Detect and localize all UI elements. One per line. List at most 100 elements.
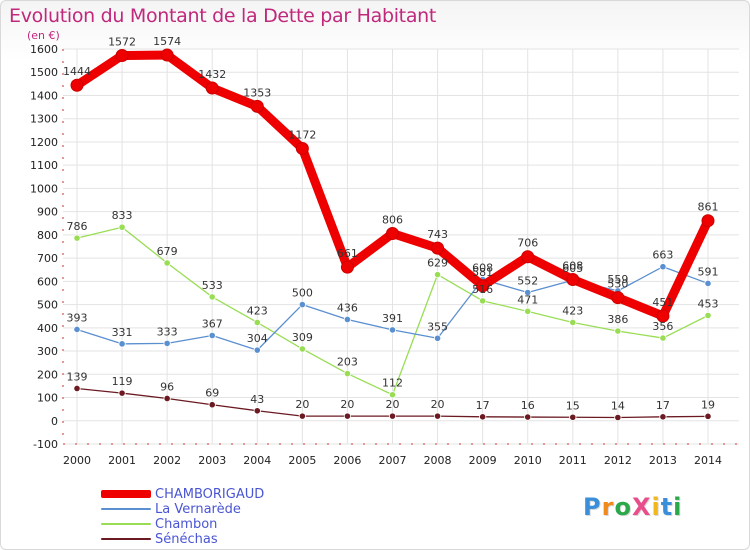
logo-letter: o xyxy=(614,493,632,521)
legend-label-chambon: Chambon xyxy=(155,517,218,532)
legend-item-chambon[interactable]: Chambon xyxy=(101,517,401,532)
data-point xyxy=(569,413,577,421)
y-tick-label: 100 xyxy=(37,392,58,405)
data-point xyxy=(704,311,712,320)
data-label: 436 xyxy=(337,301,358,314)
y-tick-label: 400 xyxy=(37,322,58,335)
logo-letter: r xyxy=(601,493,615,521)
data-label: 355 xyxy=(427,320,448,333)
logo-letter: P xyxy=(583,493,602,521)
data-label: 423 xyxy=(562,304,583,317)
data-point xyxy=(118,389,126,397)
data-point xyxy=(340,260,354,274)
x-tick-label: 2006 xyxy=(333,454,361,467)
x-tick-label: 2004 xyxy=(243,454,271,467)
data-label: 14 xyxy=(611,400,625,413)
y-tick-label: 700 xyxy=(37,252,58,265)
data-point xyxy=(163,394,171,403)
data-point xyxy=(343,369,352,378)
legend-label-chamborigaud: CHAMBORIGAUD xyxy=(155,487,265,502)
data-point xyxy=(521,250,535,264)
data-point xyxy=(208,293,216,301)
data-point xyxy=(70,78,84,92)
data-point xyxy=(343,412,352,420)
logo-letter: i xyxy=(673,493,683,521)
data-label: 706 xyxy=(517,237,538,250)
legend-label-senechas: Sénéchas xyxy=(155,532,218,547)
x-tick-label: 2003 xyxy=(198,454,226,467)
x-tick-label: 2002 xyxy=(153,454,181,467)
legend-item-chamborigaud[interactable]: CHAMBORIGAUD xyxy=(101,487,401,502)
y-tick-label: 1600 xyxy=(30,43,58,56)
y-tick-label: 600 xyxy=(37,275,58,288)
data-label: 1574 xyxy=(153,35,181,48)
y-tick-label: 500 xyxy=(37,299,58,312)
data-label: 20 xyxy=(340,398,354,411)
x-tick-label: 2008 xyxy=(424,454,452,467)
data-label: 743 xyxy=(427,228,448,241)
data-point xyxy=(73,384,81,393)
data-label: 552 xyxy=(517,275,538,288)
data-label: 386 xyxy=(607,313,628,326)
data-label: 605 xyxy=(562,262,583,275)
data-label: 17 xyxy=(476,399,490,412)
data-point xyxy=(433,412,442,420)
data-label: 1172 xyxy=(288,128,316,141)
y-tick-label: -100 xyxy=(33,438,58,451)
y-tick-label: 1000 xyxy=(30,182,58,195)
data-label: 608 xyxy=(562,259,583,272)
x-tick-label: 2001 xyxy=(108,454,136,467)
data-label: 451 xyxy=(652,296,673,309)
data-label: 500 xyxy=(292,287,313,300)
proxiti-logo: ProXiti xyxy=(583,493,682,521)
y-tick-label: 1300 xyxy=(30,113,58,126)
x-tick-label: 2014 xyxy=(694,454,722,467)
data-label: 112 xyxy=(382,377,403,390)
data-point xyxy=(253,318,261,327)
data-label: 304 xyxy=(247,332,268,345)
legend-swatch-chambon xyxy=(101,523,151,525)
data-point xyxy=(433,334,442,342)
data-label: 661 xyxy=(337,247,358,260)
data-label: 559 xyxy=(607,273,628,286)
plot-area xyxy=(63,49,739,444)
data-point xyxy=(566,272,580,286)
logo-letter: i xyxy=(651,493,661,521)
data-point xyxy=(701,214,715,228)
data-label: 119 xyxy=(112,375,133,388)
data-point xyxy=(298,412,306,420)
data-point xyxy=(386,226,399,240)
data-point xyxy=(611,291,625,305)
data-label: 139 xyxy=(67,370,88,383)
data-label: 516 xyxy=(472,283,493,296)
data-point xyxy=(253,407,261,415)
data-point xyxy=(388,391,397,399)
y-tick-label: 1200 xyxy=(30,136,58,149)
data-label: 608 xyxy=(472,261,493,274)
data-label: 15 xyxy=(566,399,580,412)
data-label: 471 xyxy=(517,293,538,306)
data-point xyxy=(479,297,487,305)
data-point xyxy=(524,288,532,297)
data-label: 391 xyxy=(382,312,403,325)
data-point xyxy=(524,307,532,315)
data-point xyxy=(115,49,129,63)
data-label: 581 xyxy=(472,266,493,279)
data-label: 20 xyxy=(431,398,445,411)
unit-label: (en €) xyxy=(27,29,60,42)
data-point xyxy=(659,334,667,342)
legend-item-senechas[interactable]: Sénéchas xyxy=(101,532,401,547)
legend-item-la-vernarede[interactable]: La Vernarède xyxy=(101,502,401,517)
data-label: 96 xyxy=(160,380,174,393)
data-label: 663 xyxy=(652,249,673,262)
legend-label-la-vernarede: La Vernarède xyxy=(155,502,241,517)
x-tick-label: 2007 xyxy=(379,454,407,467)
legend-swatch-chamborigaud xyxy=(101,490,151,498)
data-label: 453 xyxy=(698,298,719,311)
x-tick-label: 2009 xyxy=(469,454,497,467)
data-label: 203 xyxy=(337,356,358,369)
data-point xyxy=(343,315,352,324)
data-label: 423 xyxy=(247,304,268,317)
data-label: 43 xyxy=(250,393,264,406)
data-point xyxy=(253,346,261,354)
